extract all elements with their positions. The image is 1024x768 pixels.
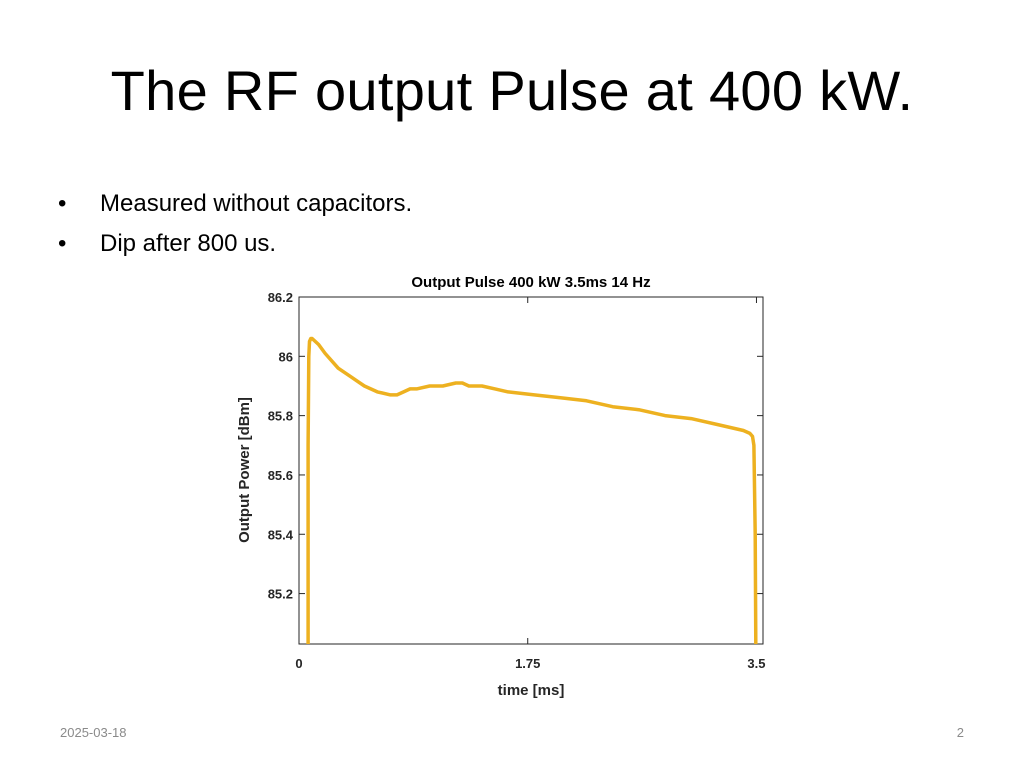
footer-date: 2025-03-18 bbox=[60, 725, 127, 740]
bullet-marker: • bbox=[58, 190, 67, 217]
y-tick-label: 85.4 bbox=[268, 527, 294, 542]
y-tick-label: 85.8 bbox=[268, 409, 293, 424]
y-tick-label: 85.2 bbox=[268, 587, 293, 602]
x-tick-label: 1.75 bbox=[515, 656, 540, 671]
slide-number: 2 bbox=[956, 725, 964, 740]
output-power-line bbox=[306, 336, 758, 645]
plot-area bbox=[298, 296, 764, 645]
y-tick-label: 86 bbox=[279, 349, 293, 364]
bullet-item: • Dip after 800 us. bbox=[58, 224, 412, 264]
bullet-item: • Measured without capacitors. bbox=[58, 184, 412, 224]
x-axis: 0 1.75 3.5 bbox=[295, 297, 766, 671]
slide-title: The RF output Pulse at 400 kW. bbox=[110, 59, 914, 122]
bullet-list: • Measured without capacitors. • Dip aft… bbox=[58, 184, 412, 264]
y-tick-label: 85.6 bbox=[268, 468, 293, 483]
chart-title: Output Pulse 400 kW 3.5ms 14 Hz bbox=[411, 274, 650, 291]
bullet-text: Measured without capacitors. bbox=[100, 190, 413, 217]
y-axis: 85.2 85.4 85.6 85.8 86 86.2 bbox=[268, 290, 763, 602]
x-tick-label: 0 bbox=[295, 656, 302, 671]
x-tick-label: 3.5 bbox=[747, 656, 765, 671]
y-tick-label: 86.2 bbox=[268, 290, 293, 305]
y-axis-label: Output Power [dBm] bbox=[236, 397, 253, 543]
x-axis-label: time [ms] bbox=[498, 682, 565, 699]
bullet-marker: • bbox=[58, 230, 67, 257]
bullet-text: Dip after 800 us. bbox=[100, 230, 277, 257]
